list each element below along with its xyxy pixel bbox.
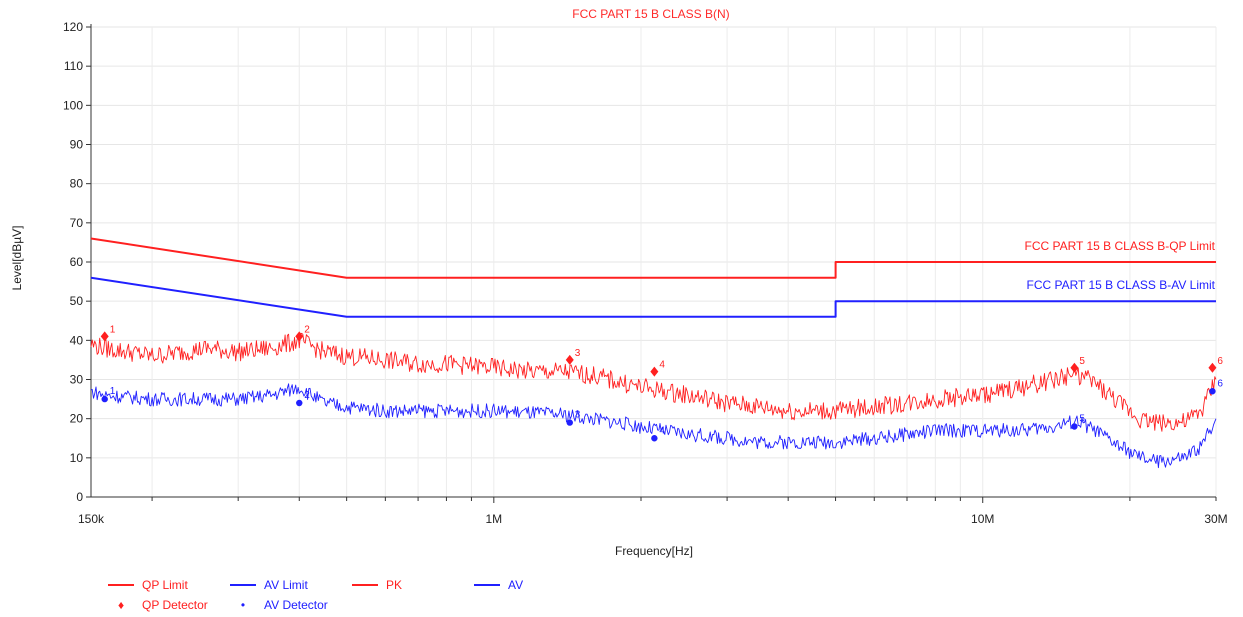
x-tick-label: 10M	[971, 512, 994, 526]
series-av	[90, 383, 1217, 469]
qp-detector-label: 3	[575, 348, 581, 359]
qp-detector-label: 4	[659, 360, 665, 371]
qp-detector-label: 1	[110, 324, 116, 335]
y-tick-label: 70	[70, 216, 84, 230]
legend-item-qp-detector: ♦ QP Detector	[108, 598, 230, 612]
chart-title: FCC PART 15 B CLASS B(N)	[572, 7, 729, 21]
av-detector-point	[651, 435, 658, 442]
legend-label: QP Limit	[142, 578, 188, 592]
y-tick-label: 90	[70, 138, 84, 152]
av-detector-label: 6	[1217, 378, 1223, 389]
legend-item-av: AV	[474, 578, 596, 592]
qp-limit-label: FCC PART 15 B CLASS B-QP Limit	[1024, 239, 1215, 253]
legend-line-swatch	[230, 584, 256, 586]
y-tick-label: 30	[70, 373, 84, 387]
legend-row-lines: QP Limit AV Limit PK AV	[108, 575, 596, 595]
av-detector-point	[101, 395, 108, 403]
av-detector-point	[296, 399, 303, 407]
y-tick-label: 100	[63, 98, 83, 112]
qp-detector-point	[565, 354, 574, 365]
av-detector-label: 3	[575, 410, 581, 421]
legend-row-markers: ♦ QP Detector • AV Detector	[108, 595, 596, 615]
axes: 0 10 20 30 40 50 60 70 80 90 100 110 120 150k 1M 10M 30M	[63, 20, 1228, 526]
qp-detector-label: 6	[1217, 356, 1223, 367]
qp-detector-point	[100, 331, 109, 342]
detector-markers: 1 2 3 4 5 6 1 2 3 4 5 6	[100, 324, 1223, 442]
qp-detector-point	[1208, 362, 1217, 373]
y-tick-label: 110	[64, 59, 83, 73]
series-av-limit	[90, 276, 1216, 318]
av-detector-label: 4	[659, 425, 665, 436]
y-tick-label: 60	[70, 255, 84, 269]
y-tick-label: 0	[76, 490, 83, 504]
legend-line-swatch	[474, 584, 500, 586]
y-tick-label: 80	[70, 177, 84, 191]
x-axis-label: Frequency[Hz]	[615, 544, 693, 558]
legend: QP Limit AV Limit PK AV ♦ QP Detector • AV Det…	[108, 575, 596, 615]
av-detector-label: 1	[110, 386, 116, 397]
series-layer	[90, 237, 1217, 469]
qp-detector-label: 5	[1079, 356, 1085, 367]
y-axis-label: Level[dBµV]	[10, 226, 24, 291]
series-pk	[90, 332, 1217, 432]
legend-marker-swatch: •	[240, 598, 246, 612]
qp-detector-point	[650, 366, 659, 377]
av-detector-point	[1209, 388, 1216, 395]
legend-item-av-detector: • AV Detector	[230, 598, 352, 612]
series-qp-limit	[90, 237, 1216, 279]
legend-item-qp-limit: QP Limit	[108, 578, 230, 592]
av-detector-label: 5	[1079, 414, 1085, 425]
legend-label: AV Limit	[264, 578, 308, 592]
y-tick-label: 40	[70, 333, 84, 347]
qp-detector-point	[1070, 362, 1079, 373]
y-tick-label: 20	[70, 412, 84, 426]
legend-label: PK	[386, 578, 403, 592]
x-tick-label: 150k	[78, 512, 105, 526]
y-tick-label: 10	[70, 451, 84, 465]
x-tick-label: 30M	[1204, 512, 1227, 526]
legend-marker-swatch: ♦	[117, 598, 125, 612]
y-tick-label: 50	[70, 294, 84, 308]
legend-line-swatch	[108, 584, 134, 586]
y-tick-label: 120	[63, 20, 83, 34]
x-tick-label: 1M	[485, 512, 502, 526]
qp-detector-label: 2	[304, 324, 310, 335]
legend-item-av-limit: AV Limit	[230, 578, 352, 592]
legend-label: AV	[508, 578, 524, 592]
av-limit-label: FCC PART 15 B CLASS B-AV Limit	[1026, 278, 1215, 292]
av-detector-label: 2	[304, 390, 310, 401]
av-detector-point	[566, 419, 573, 426]
legend-item-pk: PK	[352, 578, 474, 592]
legend-label: AV Detector	[264, 598, 328, 612]
legend-line-swatch	[352, 584, 378, 586]
av-detector-point	[1071, 423, 1078, 430]
legend-label: QP Detector	[142, 598, 208, 612]
qp-detector-point	[295, 331, 304, 342]
